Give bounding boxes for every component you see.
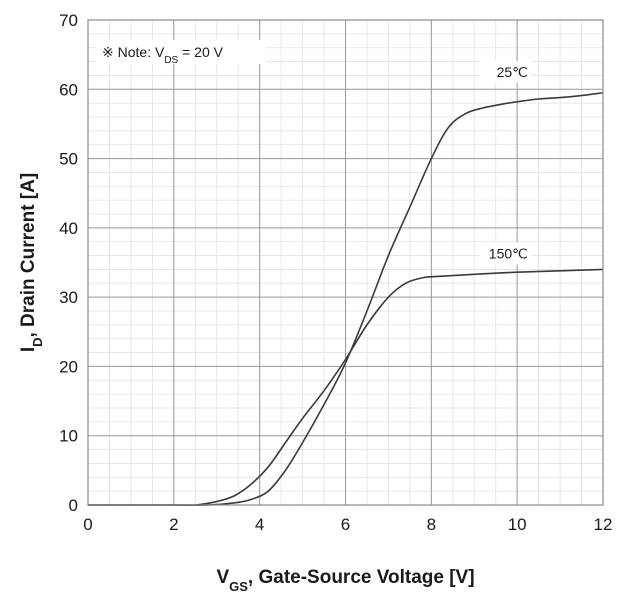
- series-line-25c: [88, 91, 604, 506]
- x-tick-label: 0: [83, 515, 92, 534]
- x-axis-title: VGS, Gate-Source Voltage [V]: [216, 567, 474, 593]
- y-tick-label: 50: [59, 150, 78, 169]
- series-layer: 25℃ 150℃: [88, 60, 604, 507]
- y-tick-label: 40: [59, 219, 78, 238]
- x-tick-label: 8: [427, 515, 436, 534]
- plot-frame: [87, 19, 604, 506]
- note-box: ※ Note: VDS = 20 V: [96, 40, 266, 66]
- series-label-150c: 150℃: [489, 245, 528, 261]
- note-text: ※ Note: VDS = 20 V: [102, 44, 224, 66]
- series-label-bg: [479, 60, 532, 83]
- y-axis-title: ID, Drain Current [A]: [18, 173, 45, 352]
- y-tick-label: 70: [59, 11, 78, 30]
- y-tick-label: 20: [59, 357, 78, 376]
- x-tick-labels: 0 2 4 6 8 10 12: [83, 515, 612, 534]
- x-tick-label: 4: [255, 515, 264, 534]
- x-tick-label: 10: [508, 515, 527, 534]
- y-tick-label: 10: [59, 427, 78, 446]
- series-line-150c: [88, 268, 604, 507]
- series-label-25c: 25℃: [497, 64, 528, 80]
- x-tick-label: 2: [169, 515, 178, 534]
- y-tick-label: 60: [59, 80, 78, 99]
- x-tick-label: 12: [594, 515, 613, 534]
- y-tick-labels: 0 10 20 30 40 50 60 70: [59, 11, 78, 515]
- x-tick-label: 6: [341, 515, 350, 534]
- series-label-bg: [479, 242, 532, 265]
- y-tick-label: 0: [69, 496, 78, 515]
- y-tick-label: 30: [59, 288, 78, 307]
